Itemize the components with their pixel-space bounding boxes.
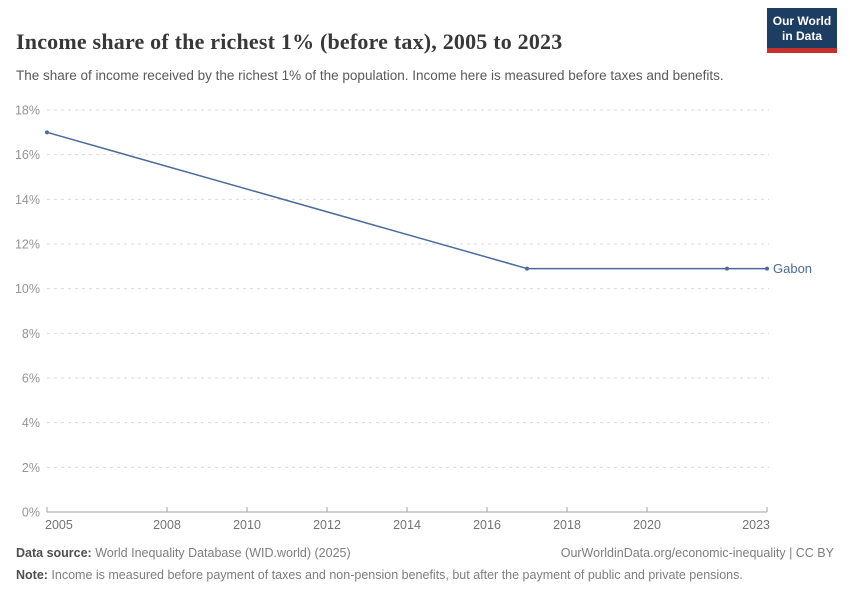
data-point[interactable] [525,266,529,271]
y-tick-label: 0% [22,506,40,520]
y-tick-label: 2% [22,461,40,475]
y-tick-label: 4% [22,416,40,430]
owid-logo-line2: in Data [781,28,822,43]
chart-subtitle: The share of income received by the rich… [16,67,724,83]
page-title: Income share of the richest 1% (before t… [16,28,563,54]
data-point[interactable] [725,266,729,271]
chart-svg[interactable]: 0% 2% 4% 6% 8% 10% 12% 14% 16% 18% 2005 2008 2010 201… [0,95,850,540]
x-tick-label: 2020 [633,518,661,532]
y-tick-label: 14% [15,193,40,207]
series-label[interactable]: Gabon [773,261,812,276]
owid-url-link[interactable]: OurWorldinData.org/economic-inequality |… [560,546,834,560]
data-source-text: World Inequality Database (WID.world) (2… [91,546,351,560]
note-text: Income is measured before payment of tax… [47,568,743,582]
owid-logo[interactable]: Our World in Data [767,8,837,54]
data-point[interactable] [45,130,49,135]
x-tick-label: 2023 [742,518,770,532]
x-tick-label: 2018 [553,518,581,532]
y-tick-label: 18% [15,104,40,118]
y-tick-label: 10% [15,282,40,296]
data-point[interactable] [765,266,769,271]
note-label: Note: [16,568,48,582]
chart-footer: Data source: World Inequality Database (… [16,546,834,582]
x-tick-label: 2014 [393,518,421,532]
y-tick-label: 16% [15,148,40,162]
x-tick-label: 2008 [153,518,181,532]
owid-logo-line1: Our World [772,14,832,28]
gabon-line [46,131,767,270]
x-tick-label: 2005 [45,518,73,532]
x-tick-label: 2016 [473,518,501,532]
note: Note: Income is measured before payment … [16,568,834,582]
data-source-label: Data source: [16,546,92,560]
x-tick-label: 2010 [233,518,261,532]
chart-area[interactable]: 0% 2% 4% 6% 8% 10% 12% 14% 16% 18% 2005 2008 2010 201… [0,95,850,540]
y-tick-label: 12% [15,238,40,252]
y-tick-label: 8% [22,327,40,341]
y-tick-label: 6% [22,372,40,386]
x-tick-label: 2012 [313,518,341,532]
data-source: Data source: World Inequality Database (… [16,546,351,560]
